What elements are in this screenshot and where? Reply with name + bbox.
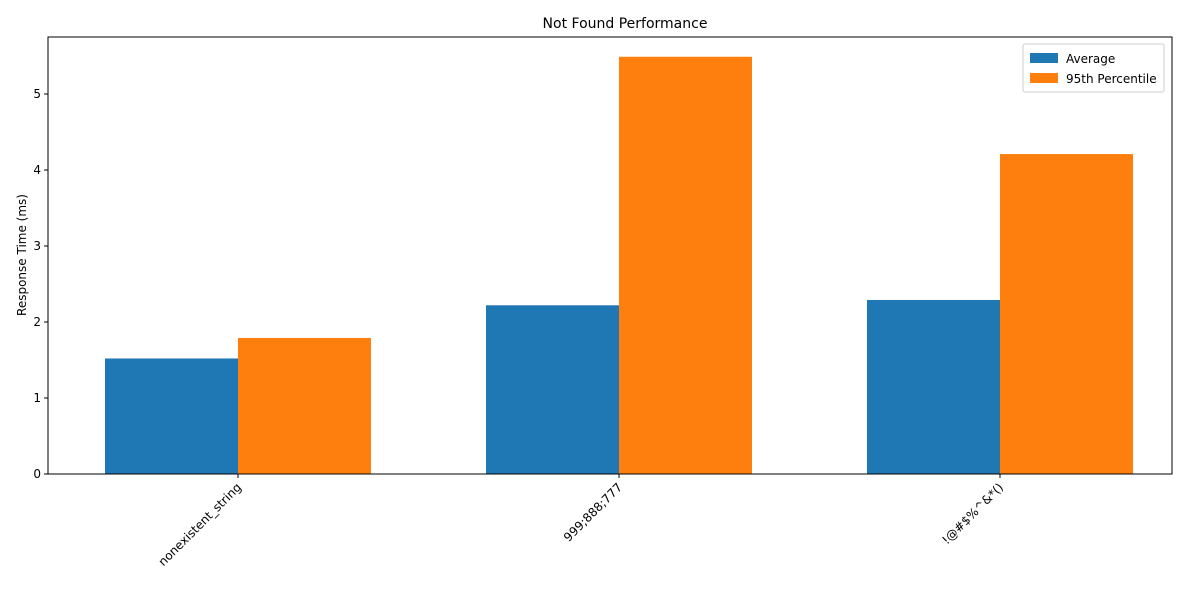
legend: Average 95th Percentile <box>1022 43 1165 93</box>
bar-95th-percentile-0 <box>238 337 371 474</box>
legend-box <box>1022 43 1165 93</box>
y-tick-label: 3 <box>33 239 41 253</box>
legend-label: Average <box>1066 52 1115 66</box>
y-tick-label: 5 <box>33 87 41 101</box>
x-tick-label: nonexistent_string <box>156 480 245 569</box>
bar-95th-percentile-2 <box>1000 154 1133 475</box>
legend-label: 95th Percentile <box>1066 72 1157 86</box>
y-tick-label: 2 <box>33 315 41 329</box>
legend-swatch <box>1030 73 1058 83</box>
bar-average-0 <box>105 358 238 474</box>
y-tick-label: 0 <box>33 467 41 481</box>
y-axis: 0 1 2 3 4 5 <box>33 87 48 481</box>
y-tick-label: 1 <box>33 391 41 405</box>
bar-average-1 <box>486 305 619 474</box>
y-tick-label: 4 <box>33 163 41 177</box>
plot-frame <box>47 36 1173 475</box>
x-tick-label: !@#$%^&*() <box>939 480 1006 547</box>
bars-group <box>105 56 1133 475</box>
bar-95th-percentile-1 <box>619 56 752 474</box>
y-axis-label: Response Time (ms) <box>15 194 29 316</box>
chart-title: Not Found Performance <box>543 16 708 32</box>
legend-swatch <box>1030 53 1058 63</box>
bar-average-2 <box>867 299 1000 474</box>
x-axis: nonexistent_string 999;888;777 !@#$%^&*() <box>156 474 1006 569</box>
x-tick-label: 999;888;777 <box>561 480 625 544</box>
